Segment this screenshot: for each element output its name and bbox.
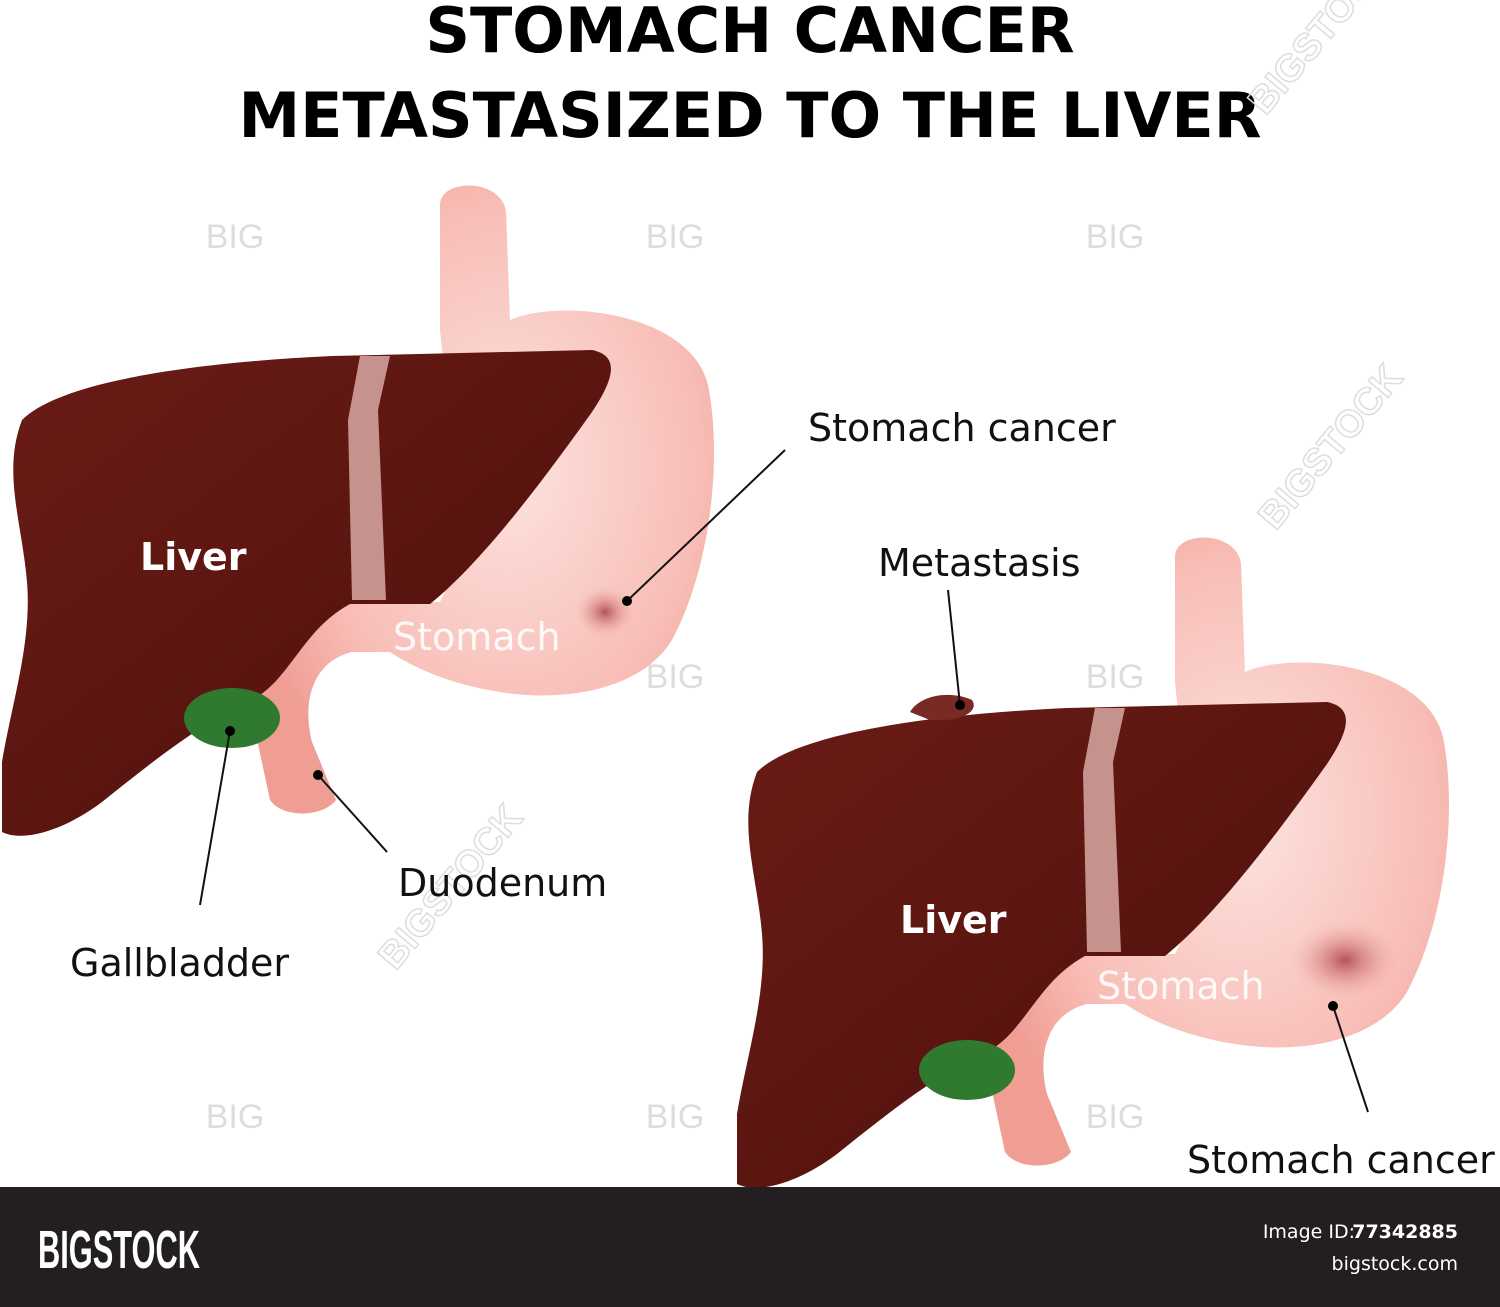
diagram-1: Liver Stomach Stomach cancer Duodenum Ga… <box>2 185 1116 985</box>
diagram-2: Liver Stomach Metastasis Stomach cancer <box>737 537 1495 1188</box>
leader-line <box>947 589 961 706</box>
leader-line <box>317 774 388 853</box>
label: Liver <box>140 535 247 579</box>
leader-dot <box>313 770 323 780</box>
title-line: STOMACH CANCER <box>425 0 1074 67</box>
watermark: BIG <box>646 1098 705 1136</box>
watermark: BIG <box>1086 218 1145 256</box>
leader-dot <box>955 700 965 710</box>
label: Gallbladder <box>70 941 289 985</box>
watermark: BIGSTOCK <box>1240 0 1401 122</box>
label: Stomach <box>1097 964 1265 1008</box>
site: bigstock.com <box>1332 1253 1458 1275</box>
label: Liver <box>900 898 1007 942</box>
leader-line <box>1332 1005 1369 1113</box>
title-line: METASTASIZED TO THE LIVER <box>238 79 1261 152</box>
leader-dot <box>225 726 235 736</box>
brand-logo: BIGSTOCK <box>38 1220 200 1280</box>
watermark: BIG <box>206 218 265 256</box>
watermark: BIG <box>206 1098 265 1136</box>
label: Stomach <box>393 615 561 659</box>
watermark: BIG <box>646 218 705 256</box>
leader-line <box>626 449 786 602</box>
image-id-label: Image ID: <box>1263 1221 1355 1243</box>
watermark: BIGSTOCK <box>1250 357 1411 538</box>
image-id: 77342885 <box>1352 1221 1458 1243</box>
tumor <box>575 586 635 638</box>
label: Metastasis <box>878 541 1081 585</box>
watermark: BIG <box>1086 658 1145 696</box>
tumor <box>1290 920 1400 1000</box>
label: Stomach cancer <box>808 406 1116 450</box>
label: Duodenum <box>398 861 607 905</box>
footer-bar <box>0 1187 1500 1307</box>
leader-line <box>199 730 231 906</box>
watermark: BIG <box>646 658 705 696</box>
label: Stomach cancer <box>1187 1138 1495 1182</box>
watermark: BIG <box>1086 1098 1145 1136</box>
leader-dot <box>622 596 632 606</box>
leader-dot <box>1328 1001 1338 1011</box>
